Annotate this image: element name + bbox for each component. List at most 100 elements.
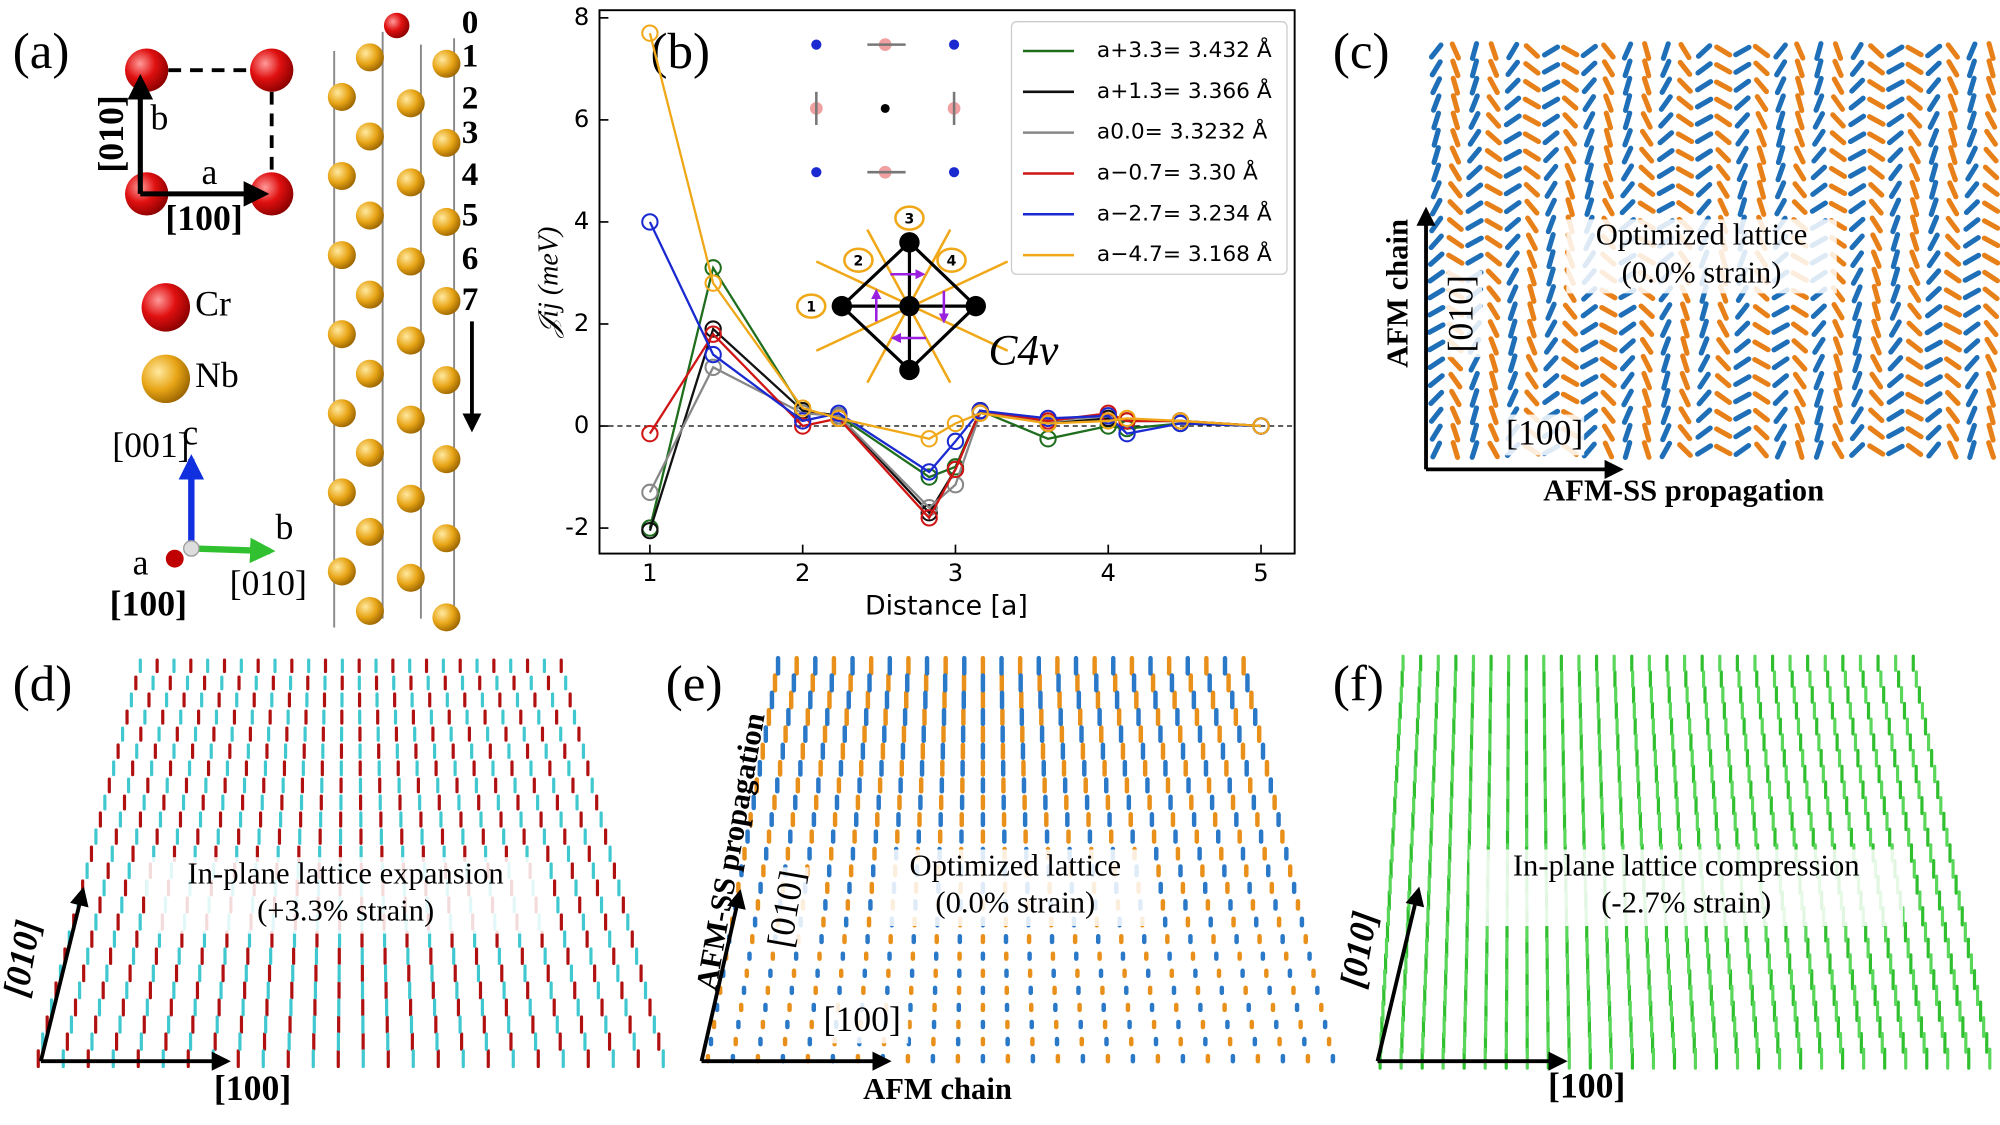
nb-atom xyxy=(355,438,384,467)
data-point xyxy=(920,504,938,522)
bond-tag xyxy=(795,293,827,319)
data-point xyxy=(946,432,965,450)
layer-number: 2 xyxy=(462,79,479,116)
label-bg xyxy=(1446,270,1483,358)
y-tick-label: 8 xyxy=(574,3,589,31)
x-tick-label: 3 xyxy=(948,559,963,587)
bond-number: 2 xyxy=(854,253,864,269)
spin-site xyxy=(948,167,960,178)
spin-site xyxy=(811,39,822,50)
label-bg xyxy=(770,867,809,952)
dir-label: [100] xyxy=(1548,1065,1625,1105)
inset: 1 2 3 4 C4v xyxy=(795,38,1060,384)
nb-atom xyxy=(396,484,425,513)
nb-atom xyxy=(432,366,461,395)
lattice-subtitle: (0.0% strain) xyxy=(1622,256,1782,290)
data-point xyxy=(920,509,938,527)
nb-atom xyxy=(355,201,384,230)
cr-legend-atom xyxy=(141,283,191,332)
nb-atom xyxy=(432,207,461,236)
data-point xyxy=(704,320,722,338)
series-line xyxy=(648,221,1262,474)
x-tick-label: 2 xyxy=(795,559,810,587)
nb-atom xyxy=(355,596,384,625)
axis-label: a xyxy=(133,543,149,583)
legend-label: a−2.7= 3.234 Å xyxy=(1097,199,1272,226)
data-point xyxy=(641,483,659,502)
data-point xyxy=(920,468,938,486)
data-point xyxy=(704,345,722,364)
dir-label: [100] xyxy=(214,1068,291,1108)
spin-site xyxy=(811,167,822,178)
cr-atom xyxy=(250,48,294,92)
nb-atom xyxy=(432,49,461,78)
nb-atom xyxy=(327,399,356,428)
axis-arrow xyxy=(699,889,746,1062)
axis-label: b xyxy=(276,507,294,547)
symmetry-label: C4v xyxy=(989,327,1060,375)
panel-label: (c) xyxy=(1333,24,1390,80)
dir-label: [010] xyxy=(1440,275,1480,352)
data-point xyxy=(641,521,659,540)
y-axis-title: 𝒥ij (meV) xyxy=(533,227,564,339)
data-point xyxy=(641,213,659,231)
cr-atom xyxy=(383,12,410,39)
site xyxy=(965,295,986,317)
lattice-subtitle: (0.0% strain) xyxy=(935,886,1095,920)
data-point xyxy=(1171,412,1190,430)
nb-atom xyxy=(396,89,425,118)
dir-label: [010] xyxy=(91,95,131,172)
layer-number: 6 xyxy=(462,240,479,277)
layer-number: 3 xyxy=(462,114,479,151)
nb-legend-atom xyxy=(141,354,191,404)
data-point xyxy=(704,274,722,292)
label-bg xyxy=(145,857,546,934)
axis-arrow xyxy=(1375,886,1425,1062)
nb-atom xyxy=(396,326,425,355)
legend-label: a−0.7= 3.30 Å xyxy=(1097,158,1258,185)
spin-center xyxy=(880,103,890,113)
lattice-subtitle: (-2.7% strain) xyxy=(1601,886,1771,920)
data-point xyxy=(946,460,965,479)
dir-label: [100] xyxy=(165,198,242,238)
vec-label: b xyxy=(151,97,169,137)
layer-number: 7 xyxy=(462,281,479,318)
data-point xyxy=(946,414,965,433)
legend-label: a0.0= 3.3232 Å xyxy=(1097,118,1268,145)
nb-slab xyxy=(327,12,461,632)
label-bg xyxy=(1566,219,1837,294)
data-point xyxy=(794,417,812,435)
lattice-title: In-plane lattice expansion xyxy=(188,856,504,890)
data-point xyxy=(1099,407,1117,425)
plot-frame xyxy=(598,9,1296,555)
nb-atom xyxy=(432,128,461,157)
data-point xyxy=(920,430,938,448)
data-point xyxy=(1252,417,1270,435)
nb-atom xyxy=(396,247,425,276)
nb-atom xyxy=(432,286,461,316)
bond-tag xyxy=(936,247,967,273)
series-line xyxy=(648,32,1262,440)
species-label: Nb xyxy=(195,355,239,395)
species-label: Cr xyxy=(195,284,231,324)
data-point xyxy=(1099,412,1117,430)
nb-atom xyxy=(355,359,384,388)
series-line xyxy=(648,365,1262,510)
spin-site xyxy=(948,39,960,50)
panel-f: (f) In-plane lattice compression (-2.7% … xyxy=(1332,654,1992,1105)
data-point xyxy=(1118,409,1136,428)
axis-title: AFM-SS propagation xyxy=(1543,474,1824,508)
bond-number: 3 xyxy=(905,211,915,227)
layer-number: 1 xyxy=(462,37,479,74)
lattice-title: Optimized lattice xyxy=(1596,217,1808,251)
data-point xyxy=(830,409,848,428)
site xyxy=(899,295,920,317)
nb-atom xyxy=(327,320,356,349)
label-bg xyxy=(1469,849,1904,927)
data-point xyxy=(920,463,938,481)
label-bg xyxy=(880,849,1151,927)
dir-label: [010] xyxy=(0,917,48,1000)
legend-label: a+3.3= 3.432 Å xyxy=(1097,36,1272,63)
legend: a+3.3= 3.432 Å a+1.3= 3.366 Å a0.0= 3.3232… xyxy=(1010,21,1288,275)
